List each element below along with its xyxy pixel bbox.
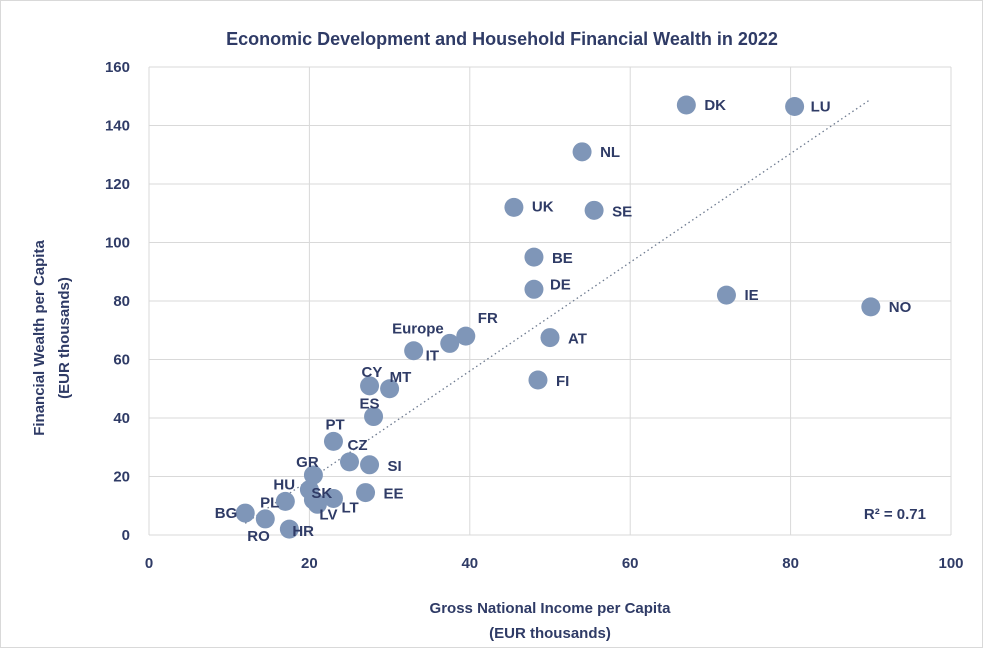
y-tick-label: 20: [113, 469, 130, 486]
data-point-no: [861, 297, 881, 317]
data-point-dk: [676, 95, 696, 115]
x-tick-label: 60: [622, 555, 639, 572]
point-label-de: DE: [550, 276, 571, 293]
data-point-cz: [340, 452, 359, 472]
point-label-ee: EE: [384, 486, 404, 503]
data-point-de: [524, 279, 544, 299]
y-tick-label: 40: [113, 410, 130, 427]
data-point-mt: [380, 379, 400, 399]
point-label-bg: BG: [215, 505, 238, 522]
data-point-pl: [275, 491, 295, 511]
data-point-lv: [307, 494, 327, 514]
data-point-nl: [572, 142, 592, 162]
point-label-ro: RO: [247, 528, 270, 545]
data-points: [235, 95, 881, 539]
data-point-se: [584, 200, 604, 220]
data-point-lu: [785, 96, 805, 116]
point-label-si: SI: [388, 458, 402, 475]
point-label-nl: NL: [600, 144, 620, 161]
point-label-no: NO: [889, 299, 912, 316]
y-tick-label: 140: [105, 118, 130, 135]
point-label-lu: LU: [811, 98, 831, 115]
point-label-cy: CY: [362, 364, 383, 381]
point-label-hu: HU: [273, 477, 295, 494]
point-label-se: SE: [612, 203, 632, 220]
data-point-pt: [323, 431, 343, 451]
point-label-hr: HR: [292, 523, 314, 540]
y-tick-labels: 0 20 40 60 80 100 120 140 160: [105, 59, 130, 544]
point-label-mt: MT: [390, 369, 412, 386]
point-label-uk: UK: [532, 198, 554, 215]
y-tick-label: 100: [105, 235, 130, 252]
x-axis-title-line1: Gross National Income per Capita: [430, 600, 672, 617]
data-point-hr: [279, 519, 299, 539]
y-tick-label: 120: [105, 176, 130, 193]
point-label-cz: CZ: [348, 437, 368, 454]
gridlines: [148, 66, 952, 536]
x-axis-title-line2: (EUR thousands): [489, 625, 611, 642]
data-point-es: [364, 407, 384, 427]
r-squared-annotation: R² = 0.71: [864, 506, 926, 523]
data-point-gr: [303, 465, 323, 485]
trendline: [244, 98, 872, 524]
data-point-uk: [504, 197, 524, 217]
y-tick-label: 160: [105, 59, 130, 76]
data-point-ee: [356, 483, 376, 503]
chart-title: Economic Development and Household Finan…: [226, 29, 778, 49]
data-point-bg: [235, 503, 255, 523]
point-label-es: ES: [360, 396, 380, 413]
data-point-at: [540, 328, 560, 348]
y-axis-title-line1: Financial Wealth per Capita: [31, 240, 48, 436]
y-tick-label: 0: [122, 527, 130, 544]
data-point-si: [360, 455, 380, 475]
data-point-be: [524, 247, 544, 267]
data-point-ro: [255, 509, 275, 529]
x-tick-label: 0: [145, 555, 153, 572]
point-label-be: BE: [552, 250, 573, 267]
point-label-pl: PL: [260, 494, 279, 511]
point-label-fr: FR: [478, 310, 498, 327]
x-tick-label: 80: [782, 555, 799, 572]
point-label-dk: DK: [704, 97, 726, 114]
data-point-lt: [323, 488, 343, 508]
x-tick-label: 40: [461, 555, 478, 572]
data-point-cy: [360, 376, 380, 396]
point-label-gr: GR: [296, 454, 319, 471]
point-label-pt: PT: [325, 416, 344, 433]
data-point-fr: [456, 326, 476, 346]
data-point-fi: [528, 370, 548, 390]
point-label-lt: LT: [341, 499, 358, 516]
data-point-europe: [440, 333, 460, 353]
x-tick-labels: 0 20 40 60 80 100: [145, 555, 964, 572]
point-label-lv: LV: [319, 506, 337, 523]
point-label-europe: Europe: [392, 320, 444, 337]
point-label-fi: FI: [556, 373, 569, 390]
x-tick-label: 20: [301, 555, 318, 572]
point-label-ie: IE: [744, 287, 758, 304]
y-tick-label: 80: [113, 293, 130, 310]
point-label-it: IT: [426, 348, 439, 365]
data-point-ie: [716, 285, 736, 305]
point-labels: DK LU NL UK SE BE DE IE NO FR Europe AT IT FI CY MT ES PT…: [215, 97, 912, 545]
y-axis-title-line2: (EUR thousands): [56, 277, 73, 399]
point-label-at: AT: [568, 331, 587, 348]
point-label-sk: SK: [311, 485, 332, 502]
data-point-it: [404, 341, 424, 361]
x-tick-label: 100: [938, 555, 963, 572]
y-tick-label: 60: [113, 352, 130, 369]
